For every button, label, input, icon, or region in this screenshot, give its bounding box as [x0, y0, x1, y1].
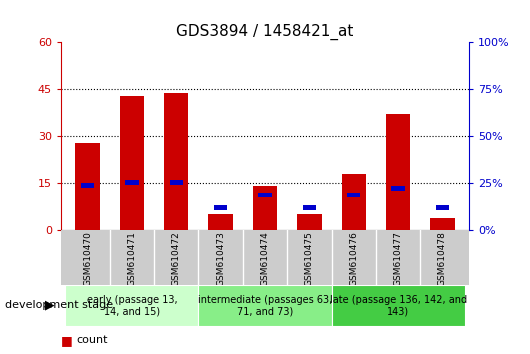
Bar [392, 186, 405, 191]
Bar [208, 215, 233, 230]
Text: development stage: development stage [5, 300, 113, 310]
Text: GSM610470: GSM610470 [83, 231, 92, 286]
Bar [75, 143, 100, 230]
Bar [65, 285, 198, 326]
Bar [125, 180, 138, 185]
Bar [164, 92, 189, 230]
Text: GSM610475: GSM610475 [305, 231, 314, 286]
Text: GSM610478: GSM610478 [438, 231, 447, 286]
Title: GDS3894 / 1458421_at: GDS3894 / 1458421_at [176, 23, 354, 40]
Bar [81, 183, 94, 188]
Text: GSM610473: GSM610473 [216, 231, 225, 286]
Bar [436, 205, 449, 210]
Text: ▶: ▶ [45, 299, 54, 312]
Text: late (passage 136, 142, and
143): late (passage 136, 142, and 143) [330, 295, 466, 316]
Bar [347, 193, 360, 197]
Bar [341, 174, 366, 230]
Bar [214, 205, 227, 210]
Text: early (passage 13,
14, and 15): early (passage 13, 14, and 15) [86, 295, 177, 316]
Text: GSM610471: GSM610471 [127, 231, 136, 286]
Bar [198, 285, 332, 326]
Bar [258, 193, 272, 197]
Bar [297, 215, 322, 230]
Text: GSM610476: GSM610476 [349, 231, 358, 286]
Text: intermediate (passages 63,
71, and 73): intermediate (passages 63, 71, and 73) [198, 295, 332, 316]
Bar [386, 114, 410, 230]
Bar [120, 96, 144, 230]
Text: GSM610474: GSM610474 [261, 231, 269, 286]
Bar [253, 186, 277, 230]
Bar [303, 205, 316, 210]
Text: ■: ■ [61, 335, 73, 348]
Text: count: count [77, 335, 108, 344]
Bar [332, 285, 465, 326]
Text: GSM610472: GSM610472 [172, 231, 181, 286]
Bar [170, 180, 183, 185]
Text: GSM610477: GSM610477 [394, 231, 403, 286]
Bar [430, 218, 455, 230]
